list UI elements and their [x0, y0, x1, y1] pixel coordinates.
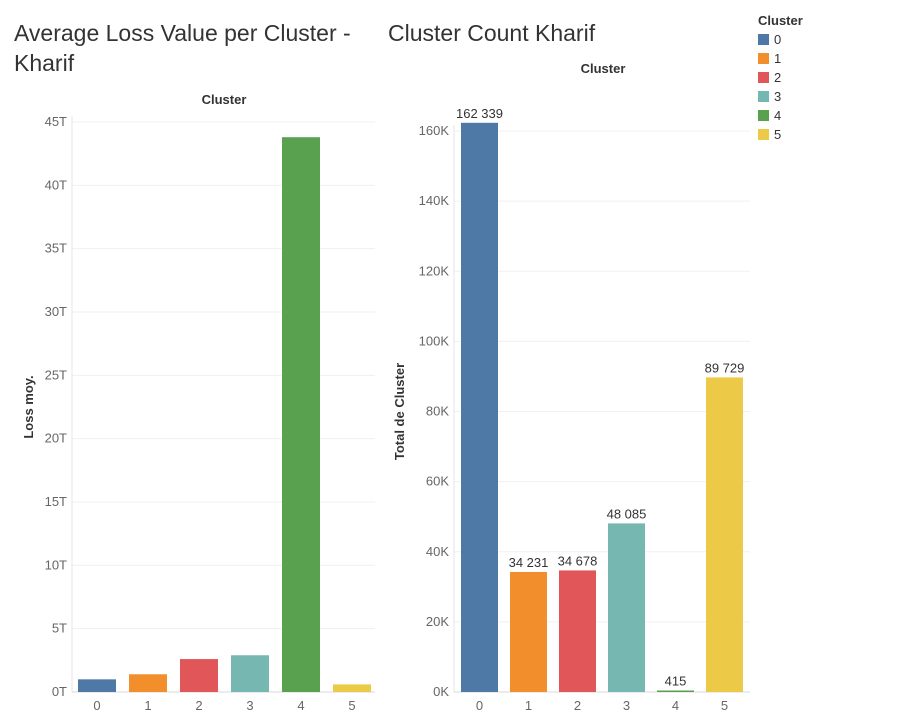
legend-item-1[interactable]: 1 [758, 49, 803, 68]
chart-count-x-label-0: 0 [476, 698, 483, 713]
chart-title-cluster-count: Cluster Count Kharif [388, 20, 596, 46]
chart-count-ytick-label: 40K [426, 544, 449, 559]
chart-loss-ytick-label: 15T [45, 494, 67, 509]
legend-swatch-4 [758, 110, 769, 121]
chart-count-x-label-5: 5 [721, 698, 728, 713]
chart-loss-ylabel: Loss moy. [21, 375, 36, 438]
chart-loss-ytick-label: 45T [45, 114, 67, 129]
chart-count-ytick-label: 120K [419, 263, 450, 278]
chart-count-ylabel: Total de Cluster [392, 363, 407, 460]
legend-label-2: 2 [774, 70, 782, 85]
chart-count-x-label-1: 1 [525, 698, 532, 713]
legend-swatch-2 [758, 72, 769, 83]
chart-count-ytick-label: 60K [426, 474, 449, 489]
chart-loss-ytick-label: 35T [45, 241, 67, 256]
chart-title-average-loss: Average Loss Value per Cluster - Kharif [14, 20, 351, 76]
legend-item-0[interactable]: 0 [758, 30, 803, 49]
legend-label-1: 1 [774, 51, 782, 66]
cluster-legend: Cluster 0 1 2 3 4 5 [758, 13, 803, 144]
legend-item-3[interactable]: 3 [758, 87, 803, 106]
chart-loss-bar-3 [231, 655, 269, 692]
legend-swatch-5 [758, 129, 769, 140]
chart-count-bar-0 [461, 122, 498, 692]
legend-label-3: 3 [774, 89, 782, 104]
chart-loss-ytick-label: 40T [45, 177, 67, 192]
chart-loss-ytick-label: 25T [45, 367, 67, 382]
chart-count-data-label-3: 48 085 [607, 506, 647, 521]
chart-loss-x-label-3: 3 [246, 698, 253, 713]
legend-swatch-1 [758, 53, 769, 64]
chart-count-data-label-0: 162 339 [456, 106, 503, 121]
chart-loss-ytick-label: 30T [45, 304, 67, 319]
chart-count-data-label-2: 34 678 [558, 553, 598, 568]
chart-count-ytick-label: 140K [419, 193, 450, 208]
chart-count-ytick-label: 160K [419, 123, 450, 138]
chart-loss-bar-2 [180, 659, 218, 692]
legend-item-2[interactable]: 2 [758, 68, 803, 87]
chart-loss-ytick-label: 0T [52, 684, 67, 699]
chart-count-bar-1 [510, 571, 547, 692]
chart-count-header: Cluster [581, 61, 626, 76]
chart-loss-header: Cluster [202, 92, 247, 107]
legend-swatch-0 [758, 34, 769, 45]
chart-count-x-label-2: 2 [574, 698, 581, 713]
chart-count-data-label-5: 89 729 [705, 360, 745, 375]
chart-count-bar-3 [608, 523, 645, 692]
chart-count-data-label-4: 415 [665, 674, 687, 689]
chart-loss-ytick-label: 10T [45, 557, 67, 572]
chart-count-x-label-4: 4 [672, 698, 679, 713]
legend-label-5: 5 [774, 127, 782, 142]
chart-loss-bar-5 [333, 684, 371, 692]
legend-swatch-3 [758, 91, 769, 102]
chart-loss-bar-4 [282, 137, 320, 692]
chart-loss-x-label-0: 0 [93, 698, 100, 713]
chart-loss-x-label-4: 4 [297, 698, 304, 713]
chart-loss-bar-0 [78, 679, 116, 692]
legend-title: Cluster [758, 13, 803, 28]
chart-count-ytick-label: 20K [426, 614, 449, 629]
legend-label-0: 0 [774, 32, 782, 47]
legend-label-4: 4 [774, 108, 782, 123]
chart-loss-ytick-label: 5T [52, 621, 67, 636]
chart-count-ytick-label: 80K [426, 404, 449, 419]
chart-count-bar-4 [657, 690, 694, 692]
chart-count-bar-5 [706, 377, 743, 692]
chart-count-ytick-label: 100K [419, 333, 450, 348]
chart-count-bar-2 [559, 570, 596, 692]
legend-item-4[interactable]: 4 [758, 106, 803, 125]
chart-loss-x-label-2: 2 [195, 698, 202, 713]
chart-loss-ytick-label: 20T [45, 431, 67, 446]
chart-loss-bar-1 [129, 674, 167, 692]
legend-item-5[interactable]: 5 [758, 125, 803, 144]
chart-loss-x-label-5: 5 [348, 698, 355, 713]
chart-count-ytick-label: 0K [433, 684, 449, 699]
chart-count-x-label-3: 3 [623, 698, 630, 713]
chart-loss-x-label-1: 1 [144, 698, 151, 713]
chart-count-data-label-1: 34 231 [509, 555, 549, 570]
